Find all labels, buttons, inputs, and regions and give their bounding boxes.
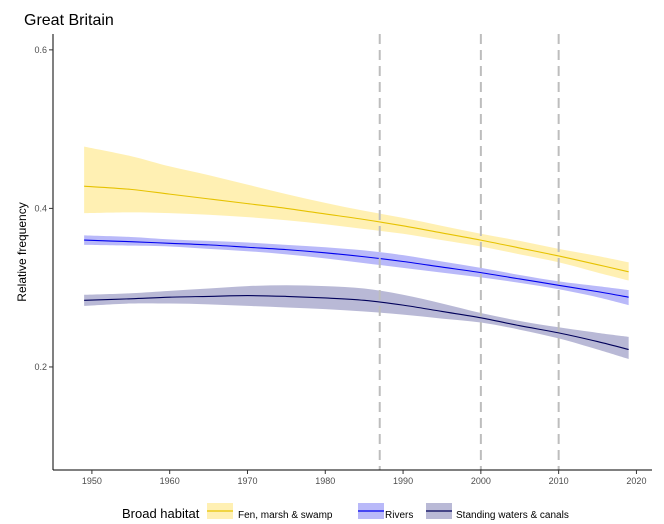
legend-item-fen-marsh-swamp: Fen, marsh & swamp	[207, 503, 333, 521]
y-axis-label: Relative frequency	[15, 202, 29, 301]
legend-label-fen-marsh-swamp: Fen, marsh & swamp	[238, 510, 333, 521]
line-fen-marsh-swamp	[84, 185, 629, 273]
chart-title: Great Britain	[24, 12, 114, 29]
line-rivers	[84, 239, 629, 298]
x-tick-label: 2000	[471, 476, 491, 486]
axes	[52, 34, 652, 471]
y-axis-ticks: 0.2 0.4 0.6	[34, 45, 53, 372]
legend-label-rivers: Rivers	[385, 510, 413, 521]
legend-label-standing-waters-canals: Standing waters & canals	[456, 510, 569, 521]
y-tick-label: 0.2	[34, 362, 47, 372]
legend-item-standing-waters-canals: Standing waters & canals	[426, 503, 569, 521]
band-fen-marsh-swamp	[84, 146, 629, 281]
x-tick-label: 1980	[315, 476, 335, 486]
x-tick-label: 1960	[160, 476, 180, 486]
series-lines	[84, 185, 629, 351]
x-tick-label: 1970	[237, 476, 257, 486]
reference-lines	[378, 34, 560, 470]
line-standing-waters-canals	[84, 295, 629, 351]
confidence-bands	[84, 146, 629, 360]
x-axis-ticks: 1950 1960 1970 1980 1990 2000 2010 2020	[82, 470, 646, 486]
legend: Broad habitat Fen, marsh & swamp Rivers St…	[122, 503, 569, 521]
y-tick-label: 0.4	[34, 203, 47, 213]
y-tick-label: 0.6	[34, 45, 47, 55]
x-tick-label: 1990	[393, 476, 413, 486]
x-tick-label: 2020	[626, 476, 646, 486]
band-standing-waters-canals	[84, 285, 629, 360]
x-tick-label: 2010	[549, 476, 569, 486]
x-tick-label: 1950	[82, 476, 102, 486]
legend-item-rivers: Rivers	[358, 503, 413, 521]
legend-title: Broad habitat	[122, 506, 200, 521]
